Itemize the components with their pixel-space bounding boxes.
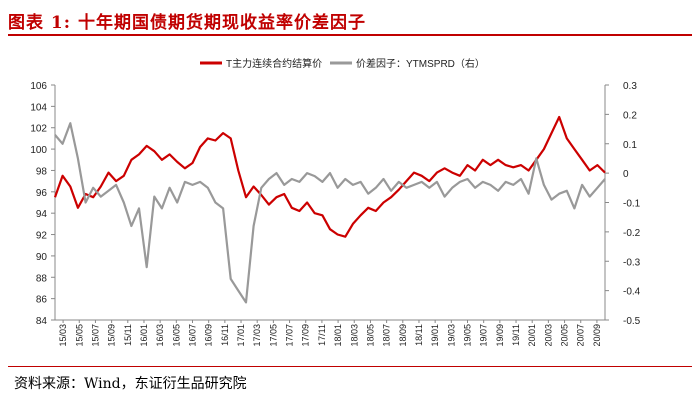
- x-tick-label: 15/05: [74, 324, 84, 347]
- chart-title: 图表 1: 十年期国债期货期现收益率价差因子: [8, 13, 366, 33]
- x-tick-label: 17/07: [285, 324, 295, 347]
- right-tick-label: -0.1: [623, 199, 641, 210]
- x-tick-label: 19/07: [479, 324, 489, 347]
- x-tick-label: 18/09: [398, 324, 408, 347]
- left-tick-label: 92: [36, 231, 48, 242]
- left-tick-label: 98: [36, 166, 48, 177]
- x-tick-label: 18/11: [414, 324, 424, 346]
- x-tick-label: 19/05: [463, 324, 473, 347]
- left-tick-label: 104: [30, 102, 47, 113]
- left-tick-label: 86: [36, 295, 48, 306]
- series-line-ytmspread: [54, 122, 606, 304]
- x-tick-label: 20/03: [543, 324, 553, 347]
- right-tick-label: -0.5: [623, 316, 641, 327]
- x-tick-label: 16/07: [188, 324, 198, 347]
- legend-label-settlement: T主力连续合约结算价: [226, 57, 322, 70]
- right-tick-label: -0.3: [623, 257, 641, 268]
- x-tick-label: 16/09: [204, 324, 214, 347]
- legend-label-ytmspread: 价差因子：YTMSPRD（右）: [356, 57, 485, 70]
- x-tick-label: 20/01: [527, 324, 537, 347]
- x-tick-label: 17/03: [252, 324, 262, 347]
- x-tick-label: 17/05: [268, 324, 278, 347]
- x-tick-label: 18/07: [382, 324, 392, 347]
- x-tick-label: 18/05: [365, 324, 375, 347]
- left-tick-label: 106: [30, 81, 47, 92]
- x-tick-label: 19/01: [430, 324, 440, 347]
- x-tick-label: 20/07: [576, 324, 586, 347]
- right-tick-label: -0.2: [623, 228, 641, 239]
- right-tick-label: -0.4: [623, 287, 641, 298]
- series-line-settlement-price: [53, 115, 606, 238]
- title-underline: [8, 34, 692, 36]
- right-tick-label: 0.1: [623, 140, 637, 151]
- x-tick-label: 15/09: [107, 324, 117, 347]
- x-tick-label: 19/03: [446, 324, 456, 347]
- left-tick-label: 84: [36, 316, 48, 327]
- left-tick-label: 100: [30, 145, 47, 156]
- x-tick-label: 15/07: [90, 324, 100, 347]
- left-tick-label: 102: [30, 124, 47, 135]
- x-tick-label: 16/03: [155, 324, 165, 347]
- left-tick-label: 90: [36, 252, 48, 263]
- right-tick-label: 0.3: [623, 81, 637, 92]
- x-tick-label: 19/09: [495, 324, 505, 347]
- x-tick-label: 17/01: [236, 324, 246, 347]
- left-tick-label: 94: [36, 209, 48, 220]
- x-tick-label: 16/11: [220, 324, 230, 346]
- x-tick-label: 20/05: [560, 324, 570, 347]
- x-tick-label: 16/01: [139, 324, 149, 347]
- source-note: 资料来源：Wind，东证衍生品研究院: [14, 376, 247, 392]
- x-tick-label: 18/03: [349, 324, 359, 347]
- x-tick-label: 17/09: [301, 324, 311, 347]
- x-tick-label: 17/11: [317, 324, 327, 346]
- x-tick-label: 15/11: [123, 324, 133, 346]
- source-divider: [8, 366, 692, 367]
- x-tick-label: 15/03: [58, 324, 68, 347]
- x-tick-label: 18/01: [333, 324, 343, 347]
- right-tick-label: 0: [623, 169, 629, 180]
- x-tick-label: 20/09: [592, 324, 602, 347]
- right-tick-label: 0.2: [623, 110, 637, 121]
- x-tick-label: 16/05: [171, 324, 181, 347]
- x-tick-label: 19/11: [511, 324, 521, 346]
- left-tick-label: 96: [36, 188, 48, 199]
- left-tick-label: 88: [36, 273, 48, 284]
